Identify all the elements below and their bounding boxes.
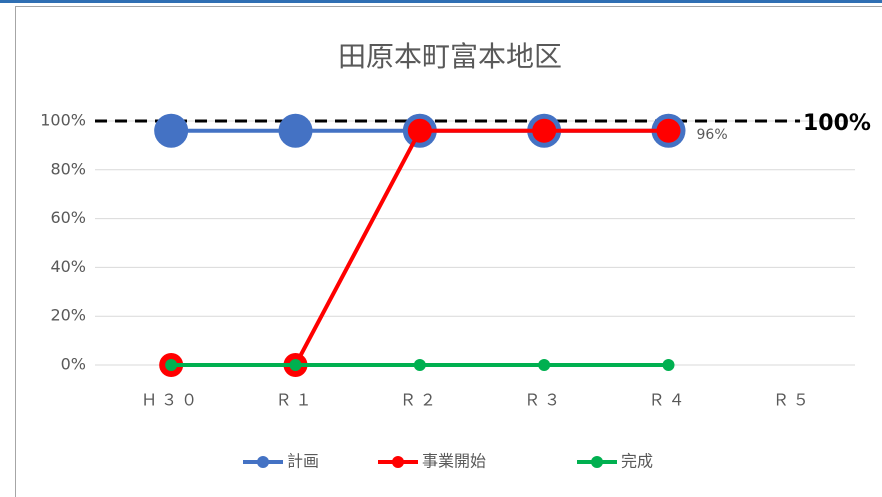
data-point bbox=[289, 359, 302, 371]
x-tick-label: Ｒ１ bbox=[275, 391, 315, 410]
chart-frame bbox=[15, 6, 882, 497]
legend-marker bbox=[591, 456, 603, 468]
data-point bbox=[538, 359, 551, 371]
y-tick-label: 100% bbox=[40, 111, 86, 130]
data-point bbox=[278, 113, 313, 148]
legend-label: 事業開始 bbox=[422, 452, 486, 471]
x-tick-label: Ｒ２ bbox=[400, 391, 440, 410]
data-point bbox=[656, 118, 681, 143]
legend-marker bbox=[257, 456, 269, 468]
data-point bbox=[532, 118, 557, 143]
data-point bbox=[413, 359, 426, 371]
data-label: 96% bbox=[697, 127, 728, 143]
y-tick-label: 80% bbox=[50, 159, 86, 178]
x-tick-label: Ｒ４ bbox=[648, 391, 688, 410]
reference-label: 100% bbox=[803, 111, 871, 136]
y-tick-label: 60% bbox=[50, 208, 86, 227]
x-tick-label: Ｈ３０ bbox=[141, 391, 201, 410]
legend-label: 完成 bbox=[621, 452, 653, 471]
x-tick-label: Ｒ５ bbox=[773, 391, 813, 410]
data-point bbox=[407, 118, 432, 143]
data-point bbox=[165, 359, 178, 371]
x-tick-label: Ｒ３ bbox=[524, 391, 564, 410]
y-tick-label: 0% bbox=[61, 355, 86, 374]
y-tick-label: 20% bbox=[50, 306, 86, 325]
chart-title: 田原本町富本地区 bbox=[338, 40, 562, 73]
data-point bbox=[154, 113, 189, 148]
legend-marker bbox=[392, 456, 404, 468]
y-tick-label: 40% bbox=[50, 257, 86, 276]
data-point bbox=[662, 359, 675, 371]
legend-label: 計画 bbox=[287, 452, 319, 471]
top-border bbox=[0, 0, 882, 3]
